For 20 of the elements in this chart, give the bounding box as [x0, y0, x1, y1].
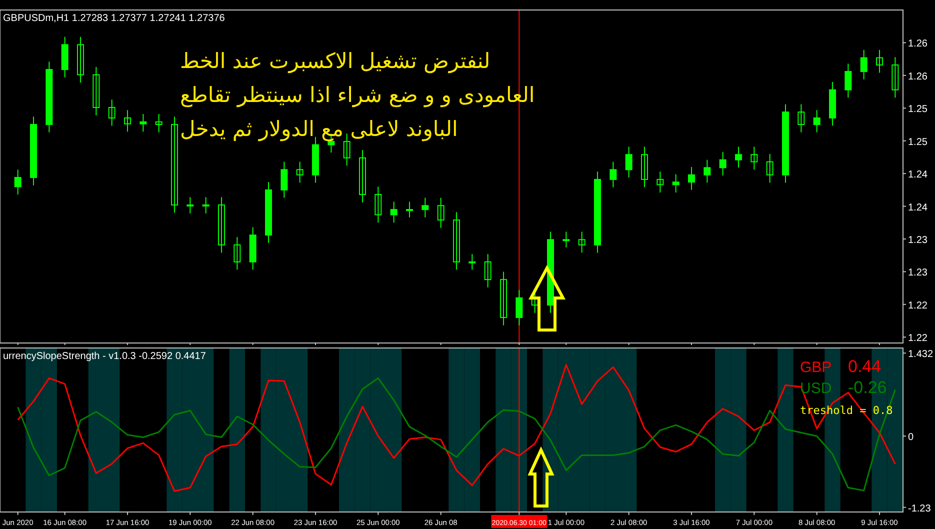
y-tick-label: 1.22: [908, 300, 928, 312]
y-tick-label: -1.23: [908, 503, 932, 514]
y-tick-label: 1.25: [908, 136, 928, 148]
y-tick-label: 1.25: [908, 104, 928, 116]
chart-title: urrencySlopeStrength - v1.0.3 -0.2592 0.4417: [3, 351, 206, 362]
y-tick-label: 1.26: [908, 38, 928, 50]
chart-title: GBPUSDm,H1 1.27283 1.27377 1.27241 1.27376: [3, 13, 226, 24]
y-tick-label: 1.22: [908, 333, 928, 344]
y-tick-label: 1.24: [908, 170, 928, 181]
y-tick-label: 1.23: [908, 234, 928, 246]
annotation: 0.44: [848, 357, 882, 376]
annotation: الباوند لاعلى مع الدولار ثم يدخل: [180, 117, 458, 142]
y-tick-label: 1.24: [908, 202, 928, 214]
y-tick-label: 1.432: [908, 349, 934, 360]
annotation: -0.26: [848, 378, 887, 397]
annotation: لنفترض تشغيل الاكسبرت عند الخط: [180, 49, 490, 74]
series-label: GBP: [800, 359, 832, 376]
y-tick-label: 0: [908, 432, 914, 444]
y-tick-label: 1.26: [908, 71, 928, 82]
y-tick-label: 1.23: [908, 268, 928, 279]
